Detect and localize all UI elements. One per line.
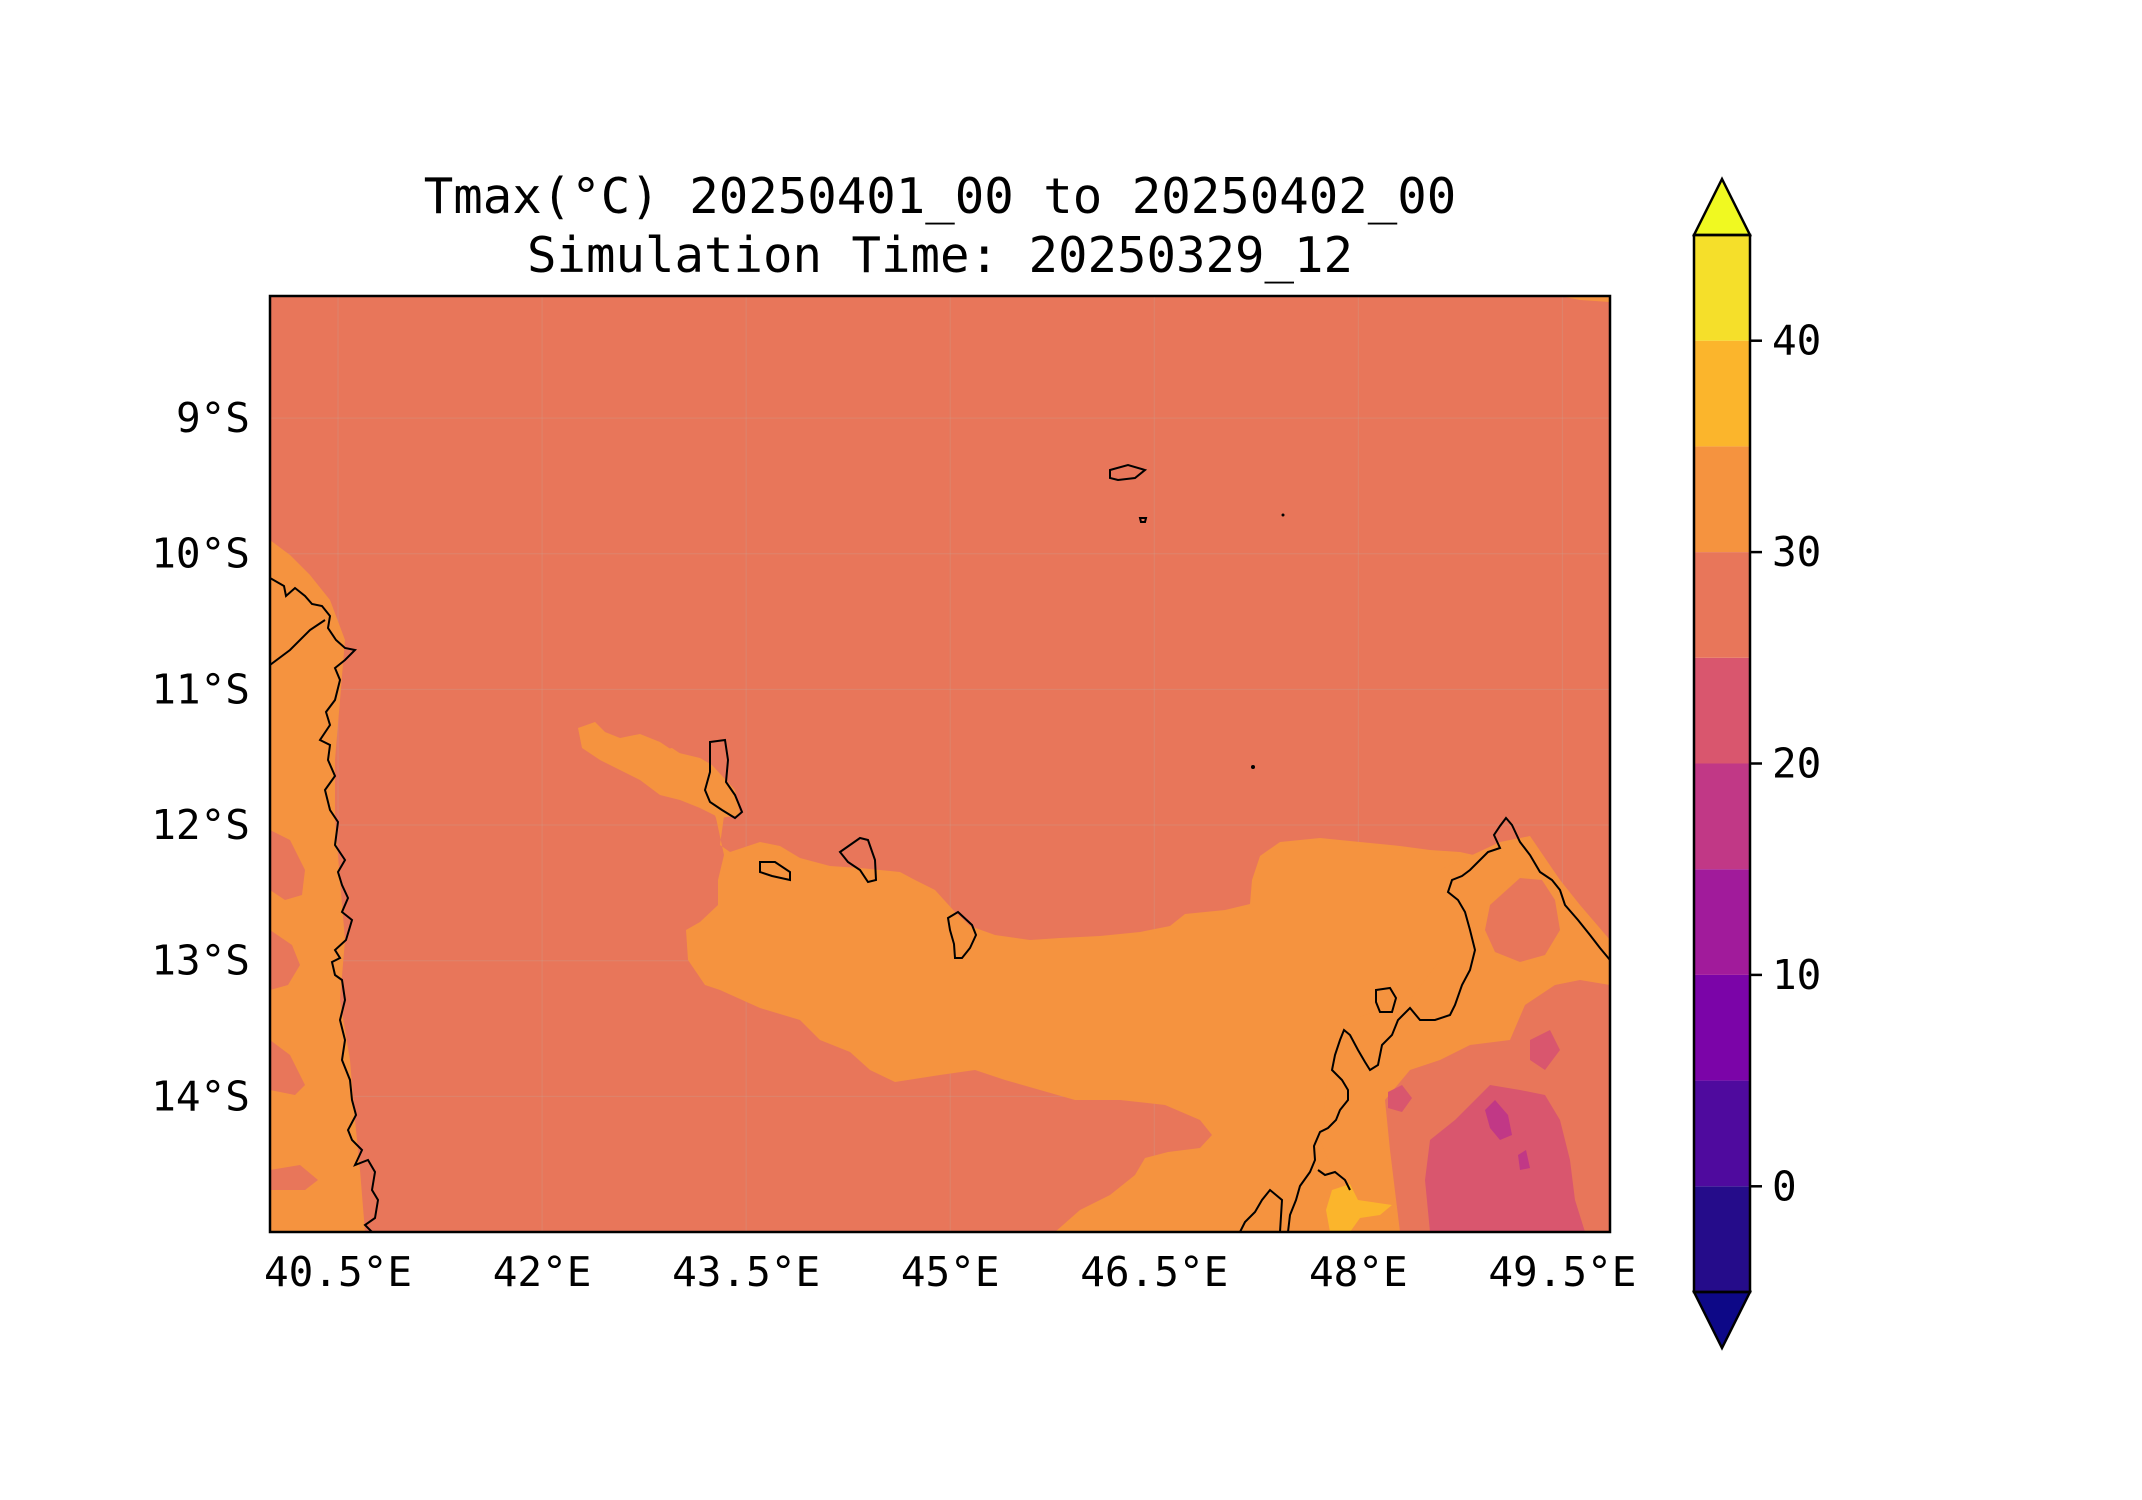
x-axis-ticks: 40.5°E 42°E 43.5°E 45°E 46.5°E 48°E 49.5°E <box>264 1248 1636 1296</box>
colorbar-segment <box>1694 235 1750 341</box>
colorbar-segment <box>1694 340 1750 447</box>
y-tick-label: 9°S <box>176 394 250 442</box>
temperature-contour-25-30-madagascar-north <box>1485 878 1560 962</box>
colorbar-segment <box>1694 552 1750 658</box>
coastline-glorioso-islet <box>1138 517 1148 523</box>
y-tick-label: 11°S <box>151 665 250 713</box>
temperature-contour-30-35-comoros <box>578 722 740 818</box>
colorbar-segment <box>1694 1080 1750 1187</box>
coastline-anjouan <box>838 836 878 884</box>
coastline-mayotte <box>946 910 978 959</box>
colorbar-segment <box>1694 446 1750 553</box>
colorbar-tick-label: 10 <box>1772 951 1821 999</box>
colorbar-segment <box>1694 974 1750 1081</box>
temperature-contour-15-20-small <box>1518 1150 1530 1170</box>
colorbar-segment <box>1694 869 1750 975</box>
map-title-line-2: Simulation Time: 20250329_12 <box>526 227 1353 284</box>
y-axis-ticks: 9°S 10°S 11°S 12°S 13°S 14°S <box>151 394 250 1120</box>
x-tick-label: 42°E <box>493 1248 592 1296</box>
map-panel <box>270 296 1610 1232</box>
temperature-contour-20-25-west <box>1530 1030 1560 1070</box>
colorbar-tick-label: 20 <box>1772 740 1821 788</box>
colorbar-tick-label: 0 <box>1772 1162 1797 1210</box>
colorbar-extend-min <box>1691 1290 1753 1351</box>
x-tick-label: 49.5°E <box>1488 1248 1636 1296</box>
temperature-contour-15-20 <box>1485 1100 1512 1140</box>
temperature-contour-25-30-africa-3 <box>270 1040 305 1095</box>
x-tick-label: 43.5°E <box>672 1248 820 1296</box>
island-marker <box>1281 513 1285 517</box>
x-tick-label: 45°E <box>901 1248 1000 1296</box>
coastline-glorioso <box>1109 463 1148 482</box>
temperature-contour-25-30-africa-4 <box>270 1165 318 1190</box>
temperature-contour-25-30-africa-2 <box>270 930 300 990</box>
x-tick-label: 46.5°E <box>1080 1248 1228 1296</box>
coastline-madagascar-south-bay <box>1317 1169 1351 1191</box>
coastline-moheli <box>759 861 791 882</box>
x-tick-label: 48°E <box>1309 1248 1408 1296</box>
map-title-line-1: Tmax(°C) 20250401_00 to 20250402_00 <box>423 168 1457 225</box>
temperature-contour-20-25-pocket <box>1388 1085 1412 1112</box>
temperature-contour-35-40 <box>1326 1184 1392 1232</box>
y-tick-label: 10°S <box>151 530 250 578</box>
island-marker <box>1251 765 1255 769</box>
coastlines <box>270 463 1610 1232</box>
y-tick-label: 12°S <box>151 801 250 849</box>
y-tick-label: 14°S <box>151 1072 250 1120</box>
colorbar-extend-max <box>1691 176 1753 237</box>
colorbar-segment <box>1694 1186 1750 1292</box>
x-tick-label: 40.5°E <box>264 1248 412 1296</box>
map-frame <box>268 294 1612 1234</box>
y-tick-label: 13°S <box>151 937 250 985</box>
temperature-contour-30-35-northeast <box>1560 296 1610 302</box>
coastline-africa-inlet <box>270 619 326 666</box>
coastline-africa <box>270 577 380 1232</box>
coastline-madagascar <box>1287 816 1610 1232</box>
colorbar-tick-label: 40 <box>1772 317 1821 365</box>
colorbar-segment <box>1694 763 1750 870</box>
temperature-contour-20-25 <box>1425 1085 1585 1232</box>
coastline-madagascar-bay <box>1239 1188 1284 1232</box>
colorbar-segment <box>1694 657 1750 764</box>
gridlines <box>270 296 1610 1232</box>
temperature-contour-30-35-central <box>578 726 1560 1232</box>
colorbar: 0 10 20 30 40 <box>1691 176 1821 1351</box>
temperature-contour-25-30-africa-1 <box>270 830 305 900</box>
coastline-grande-comore <box>703 738 744 820</box>
coastline-nosy-be <box>1375 986 1398 1013</box>
colorbar-tick-label: 30 <box>1772 528 1821 576</box>
